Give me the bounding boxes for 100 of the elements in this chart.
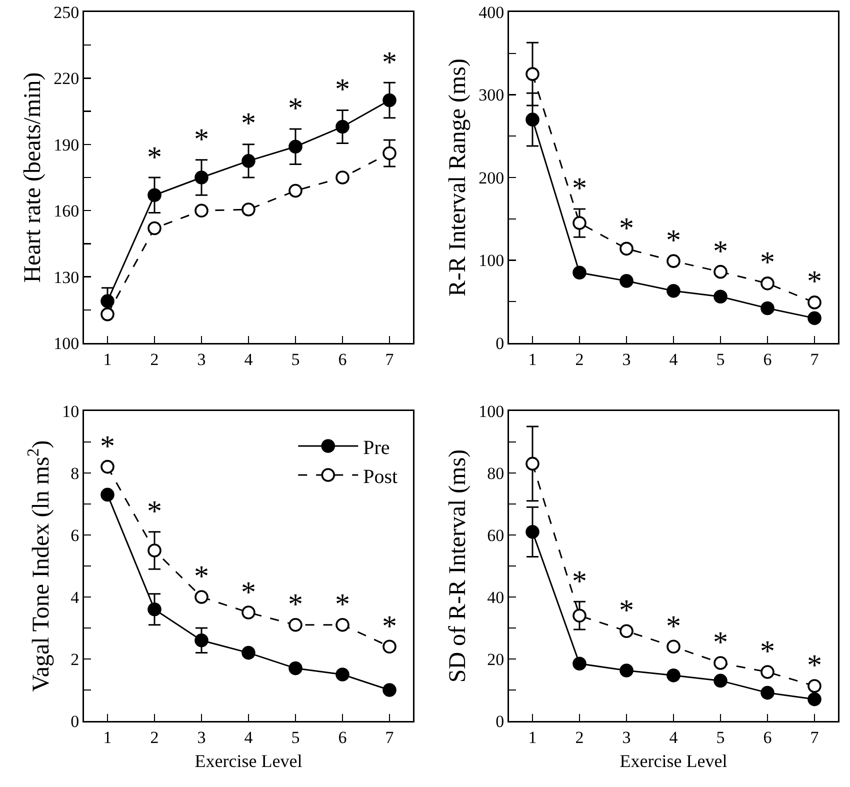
x-tick-label: 7 [385, 350, 394, 369]
x-tick-label: 1 [528, 350, 537, 369]
point [572, 608, 586, 622]
point [572, 216, 586, 230]
annotation: * [382, 46, 397, 79]
point [148, 188, 162, 202]
point [714, 656, 728, 670]
point [148, 221, 162, 236]
point [288, 661, 302, 676]
point [760, 686, 774, 700]
point [760, 276, 774, 290]
point [100, 488, 114, 502]
x-tick-label: 6 [763, 728, 772, 747]
point [336, 618, 350, 632]
annotation: * [335, 588, 350, 621]
y-tick-label: 0 [70, 712, 80, 731]
x-tick-label: 7 [810, 728, 820, 747]
annotation: * [241, 576, 256, 609]
x-tick-label: 1 [528, 728, 537, 747]
x-tick-label: 2 [150, 728, 159, 747]
x-axis-title: Exercise Level [194, 750, 302, 771]
annotation: * [713, 235, 728, 268]
point [666, 284, 680, 298]
y-tick-label: 40 [487, 588, 504, 607]
x-tick-label: 1 [103, 728, 112, 747]
point [382, 683, 396, 697]
point [100, 307, 114, 322]
point [336, 120, 350, 134]
point [714, 674, 728, 688]
y-tick-label: 60 [487, 526, 504, 545]
point [336, 170, 350, 184]
point [760, 301, 774, 316]
x-tick-label: 1 [103, 350, 112, 369]
y-tick-label: 220 [54, 69, 80, 88]
point [148, 602, 162, 616]
x-axis-title: Exercise Level [620, 750, 728, 771]
x-tick-label: 2 [575, 728, 584, 747]
annotation: * [666, 224, 681, 257]
point [808, 311, 822, 326]
point [526, 456, 540, 471]
x-tick-label: 5 [716, 350, 725, 369]
point [100, 460, 114, 474]
x-tick-label: 7 [810, 350, 820, 369]
x-tick-label: 4 [244, 728, 254, 747]
y-tick-label: 130 [54, 268, 80, 287]
point [242, 646, 256, 660]
annotation: * [194, 560, 209, 593]
y-tick-label: 250 [54, 2, 80, 22]
y-tick-label: 0 [496, 334, 504, 353]
x-tick-label: 4 [669, 728, 678, 747]
point [620, 664, 634, 678]
point [714, 264, 728, 279]
annotation: * [572, 565, 587, 598]
point [148, 544, 162, 558]
point [336, 668, 350, 682]
y-axis-title: SD of R-R Interval (ms) [444, 449, 471, 683]
y-tick-label: 20 [487, 650, 504, 669]
point [288, 618, 302, 632]
y-tick-label: 4 [70, 588, 80, 607]
annotation: * [194, 123, 209, 156]
annotation: * [100, 430, 115, 463]
point [808, 679, 822, 693]
y-axis-title: Heart rate (beats/min) [20, 72, 46, 283]
x-tick-label: 4 [244, 350, 254, 369]
x-tick-label: 2 [575, 350, 584, 369]
legend-label: Pre [363, 436, 390, 459]
annotation: * [666, 610, 681, 643]
y-tick-label: 400 [478, 2, 504, 22]
point [100, 294, 114, 308]
x-tick-label: 4 [669, 350, 678, 369]
point [194, 590, 208, 604]
point [572, 266, 586, 280]
x-tick-label: 3 [622, 350, 631, 369]
point [288, 140, 302, 154]
point [760, 665, 774, 679]
point [382, 146, 396, 160]
annotation: * [241, 107, 256, 140]
annotation: * [619, 212, 634, 245]
point [666, 640, 680, 654]
point [808, 296, 822, 310]
y-tick-label: 8 [70, 464, 80, 483]
y-tick-label: 160 [54, 202, 80, 221]
annotation: * [147, 141, 162, 174]
y-tick-label: 2 [70, 650, 80, 669]
annotation: * [760, 246, 775, 279]
y-tick-label: 190 [54, 135, 80, 154]
annotation: * [147, 495, 162, 528]
point [572, 656, 586, 671]
point [242, 202, 256, 216]
annotation: * [619, 594, 634, 627]
point [526, 525, 540, 539]
annotation: * [335, 73, 350, 106]
annotation: * [288, 588, 303, 621]
point [526, 112, 540, 126]
annotation: * [572, 172, 587, 205]
x-tick-label: 3 [622, 728, 631, 747]
y-axis-title: R-R Interval Range (ms) [444, 58, 471, 296]
point [382, 93, 396, 108]
point [620, 242, 634, 256]
y-tick-label: 100 [478, 402, 504, 421]
